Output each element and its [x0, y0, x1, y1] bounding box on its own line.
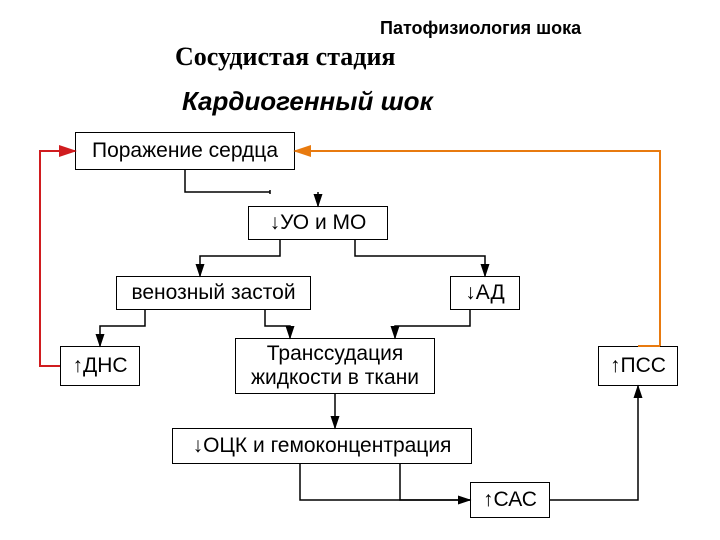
node-sas: ↑САС: [470, 482, 550, 518]
node-venous: венозный застой: [116, 276, 311, 310]
node-text: ↓АД: [465, 281, 504, 305]
node-uo-mo: ↓УО и МО: [248, 206, 388, 240]
node-text: ↑ПСС: [610, 354, 666, 378]
node-text: венозный застой: [131, 281, 295, 305]
node-heart-damage: Поражение сердца: [75, 132, 295, 170]
node-text: ↓УО и МО: [270, 211, 367, 235]
node-dns: ↑ДНС: [60, 346, 140, 386]
node-text: ↑САС: [483, 488, 537, 512]
node-text: Поражение сердца: [92, 139, 278, 163]
node-text: Транссудация жидкости в ткани: [244, 342, 426, 390]
node-transsudation: Транссудация жидкости в ткани: [235, 338, 435, 394]
header-small: Патофизиология шока: [380, 18, 581, 39]
node-pss: ↑ПСС: [598, 346, 678, 386]
header-main: Сосудистая стадия: [175, 42, 396, 72]
node-text: ↑ДНС: [72, 354, 127, 378]
node-text: ↓ОЦК и гемоконцентрация: [193, 434, 452, 458]
node-ad: ↓АД: [450, 276, 520, 310]
node-ock: ↓ОЦК и гемоконцентрация: [172, 428, 472, 464]
subtitle: Кардиогенный шок: [182, 86, 433, 117]
